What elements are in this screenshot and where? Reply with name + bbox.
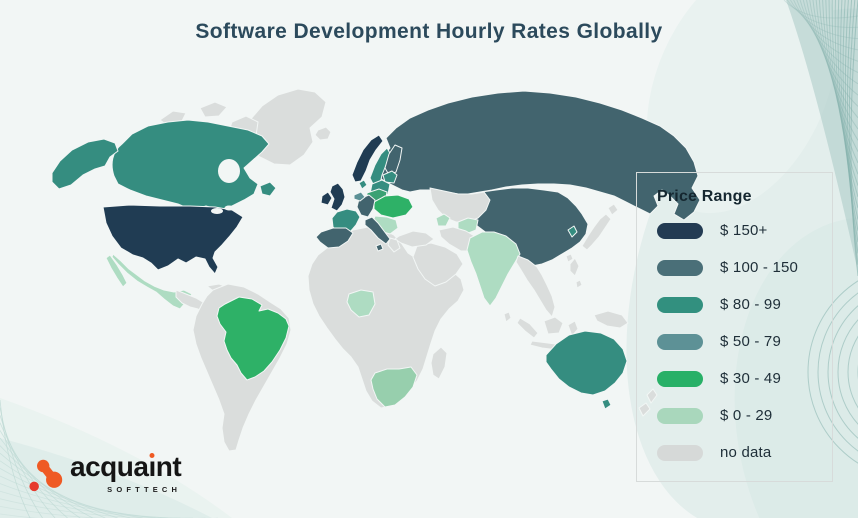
acquaint-logo-icon bbox=[29, 459, 63, 492]
hudson-bay bbox=[218, 159, 240, 183]
world-map bbox=[51, 88, 701, 452]
legend-swatch bbox=[657, 444, 703, 461]
legend-swatch bbox=[657, 222, 703, 239]
country-japan bbox=[607, 203, 619, 216]
legend-swatch bbox=[657, 296, 703, 313]
country-canada bbox=[259, 181, 277, 197]
legend-item: no data bbox=[657, 434, 832, 471]
country-australia bbox=[601, 398, 612, 410]
legend-swatch bbox=[657, 259, 703, 276]
country-alaska bbox=[51, 138, 119, 190]
legend-swatch bbox=[657, 407, 703, 424]
orange-i-dot bbox=[149, 453, 155, 458]
country-india bbox=[466, 231, 521, 307]
legend-item: $ 30 - 49 bbox=[657, 360, 832, 397]
bottom-fan-lines bbox=[0, 399, 218, 518]
country-norway bbox=[351, 134, 384, 183]
country-new_zealand bbox=[646, 388, 658, 404]
country-indonesia bbox=[543, 316, 564, 335]
legend-label: $ 30 - 49 bbox=[720, 370, 782, 387]
legend-title: Price Range bbox=[657, 188, 752, 205]
country-greece bbox=[387, 237, 401, 253]
country-middle_east bbox=[412, 242, 464, 287]
country-new_zealand bbox=[638, 402, 651, 417]
country-sri_lanka bbox=[503, 311, 512, 323]
country-spain bbox=[315, 227, 354, 249]
price-range-legend: Price Range $ 150+ $ 100 - 150 $ 80 - 99 $ … bbox=[636, 172, 833, 482]
legend-label: $ 50 - 79 bbox=[720, 333, 782, 350]
legend-item: $ 80 - 99 bbox=[657, 286, 832, 323]
country-ukraine bbox=[373, 194, 414, 219]
country-japan bbox=[581, 213, 612, 251]
bottom-swash bbox=[0, 438, 212, 518]
country-indonesia bbox=[567, 320, 579, 337]
country-png bbox=[593, 310, 629, 329]
brand-logo: acquaı nt SOFTTECH bbox=[28, 451, 182, 498]
country-arctic bbox=[199, 101, 228, 118]
country-madagascar bbox=[430, 346, 448, 380]
legend-item: $ 50 - 79 bbox=[657, 323, 832, 360]
country-australia bbox=[545, 330, 628, 396]
country-philippines bbox=[569, 257, 580, 277]
legend-label: $ 0 - 29 bbox=[720, 407, 773, 424]
country-italy bbox=[364, 216, 391, 245]
brand-subtitle: SOFTTECH bbox=[107, 484, 182, 494]
legend-label: $ 150+ bbox=[720, 222, 768, 239]
concentric-arcs bbox=[807, 280, 858, 464]
country-philippines bbox=[575, 279, 583, 289]
country-nigeria bbox=[346, 289, 376, 318]
page-title: Software Development Hourly Rates Global… bbox=[195, 20, 663, 43]
legend-items: $ 150+ $ 100 - 150 $ 80 - 99 $ 50 - 79 $ 30 … bbox=[657, 212, 832, 471]
brand-name: acquaı nt bbox=[70, 451, 182, 482]
country-taiwan bbox=[565, 253, 574, 263]
country-kazakhstan bbox=[429, 187, 491, 223]
country-usa bbox=[102, 204, 244, 275]
legend-label: no data bbox=[720, 444, 772, 461]
country-south_korea bbox=[567, 225, 578, 238]
legend-item: $ 150+ bbox=[657, 212, 832, 249]
legend-label: $ 100 - 150 bbox=[720, 259, 799, 276]
country-iceland bbox=[314, 126, 332, 141]
soft-swash-shapes bbox=[626, 0, 858, 518]
country-italy bbox=[375, 243, 384, 252]
legend-item: $ 100 - 150 bbox=[657, 249, 832, 286]
brand-dotless-i: ı bbox=[148, 451, 156, 482]
legend-item: $ 0 - 29 bbox=[657, 397, 832, 434]
great-lakes bbox=[211, 208, 223, 214]
corner-fan-lines bbox=[783, 0, 858, 277]
legend-swatch bbox=[657, 370, 703, 387]
country-se_asia bbox=[515, 255, 556, 318]
country-caucasus bbox=[435, 213, 451, 227]
country-germany bbox=[356, 194, 376, 218]
logo-text: acquaı nt SOFTTECH bbox=[70, 451, 182, 494]
country-indonesia bbox=[516, 317, 539, 339]
legend-label: $ 80 - 99 bbox=[720, 296, 782, 313]
corner-fan-fill bbox=[786, 0, 858, 272]
country-ireland bbox=[320, 191, 333, 206]
great-lakes bbox=[224, 205, 234, 211]
country-mexico bbox=[105, 254, 128, 288]
country-brazil bbox=[216, 296, 290, 381]
country-uk bbox=[329, 182, 346, 212]
country-denmark bbox=[358, 179, 368, 190]
legend-swatch bbox=[657, 333, 703, 350]
country-benelux bbox=[353, 191, 366, 202]
country-canada bbox=[111, 119, 270, 211]
country-south_africa bbox=[370, 366, 418, 408]
